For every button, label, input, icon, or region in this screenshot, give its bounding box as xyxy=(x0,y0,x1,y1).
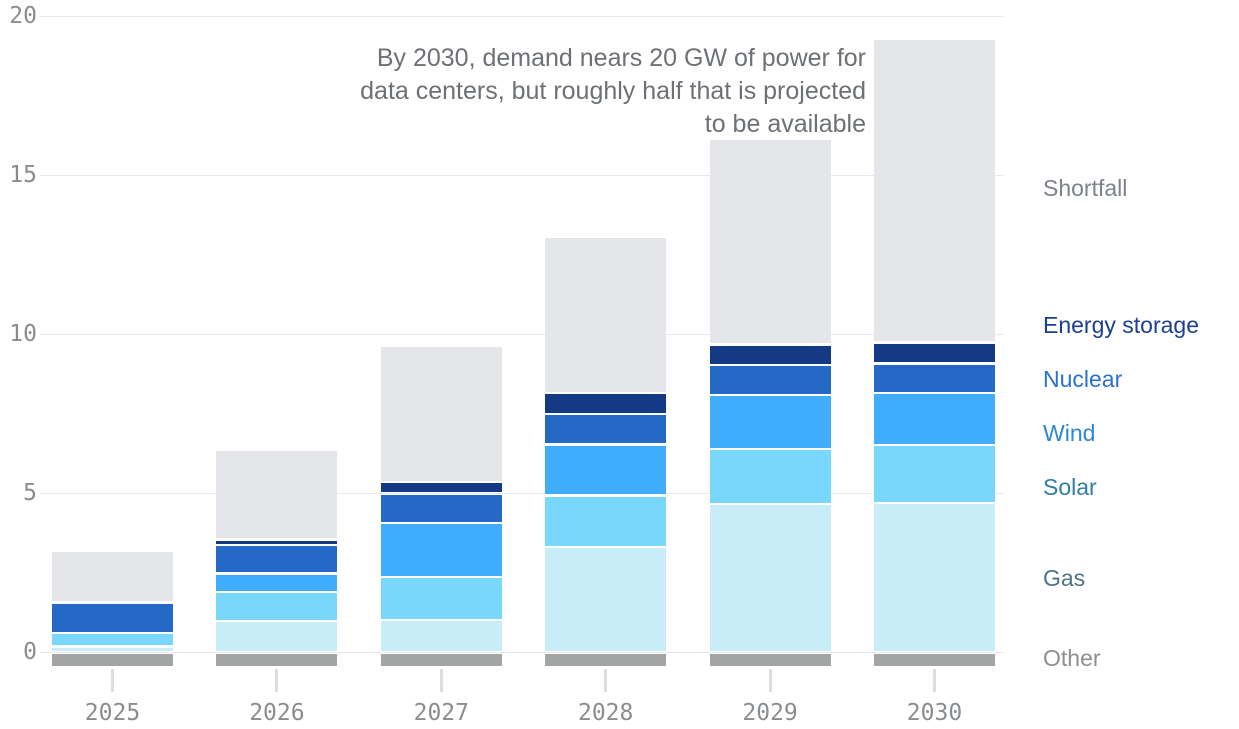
bar-segment-energy-storage-2026 xyxy=(216,540,338,544)
x-axis-label-2025: 2025 xyxy=(84,700,141,726)
y-tick-label: 0 xyxy=(23,639,37,665)
bar-segment-wind-2029 xyxy=(709,396,831,448)
bar-segment-gas-2030 xyxy=(874,504,995,651)
x-tick xyxy=(768,669,772,692)
bar-segment-other-2025 xyxy=(52,653,173,667)
bar-segment-other-2026 xyxy=(216,653,338,667)
chart-title-line: to be available xyxy=(704,110,866,138)
bar-segment-energy-storage-2027 xyxy=(380,483,502,493)
bar-segment-other-2030 xyxy=(874,653,995,667)
bar-segment-gas-2029 xyxy=(709,505,831,651)
bar-segment-gas-2026 xyxy=(216,622,338,651)
bar-segment-energy-storage-2028 xyxy=(545,394,667,413)
bar-segment-energy-storage-2030 xyxy=(874,343,995,363)
chart-title-line: By 2030, demand nears 20 GW of power for xyxy=(376,44,866,72)
legend-label-solar: Solar xyxy=(1043,474,1097,500)
legend-label-shortfall: Shortfall xyxy=(1043,175,1128,201)
bar-segment-solar-2025 xyxy=(52,634,173,646)
y-gridline xyxy=(40,651,1004,653)
x-axis-label-2028: 2028 xyxy=(577,700,634,726)
y-tick-label: 15 xyxy=(9,162,37,188)
bar-segment-nuclear-2030 xyxy=(874,364,995,392)
y-gridline xyxy=(40,174,1004,176)
y-gridline xyxy=(40,15,1004,17)
y-gridline xyxy=(40,492,1004,494)
bar-segment-nuclear-2029 xyxy=(709,366,831,394)
bar-segment-wind-2027 xyxy=(380,524,502,576)
bar-segment-shortfall-2026 xyxy=(216,450,338,539)
bar-segment-solar-2028 xyxy=(545,496,667,546)
legend-label-other: Other xyxy=(1043,645,1101,671)
x-axis-label-2026: 2026 xyxy=(249,700,305,726)
bar-segment-other-2028 xyxy=(545,653,667,667)
x-axis-label-2030: 2030 xyxy=(906,700,963,726)
bar-segment-solar-2030 xyxy=(874,446,995,502)
bar-segment-nuclear-2025 xyxy=(52,603,173,632)
x-axis-label-2029: 2029 xyxy=(742,700,798,726)
bar-segment-other-2027 xyxy=(380,653,502,667)
bar-segment-solar-2026 xyxy=(216,593,338,620)
bar-segment-gas-2028 xyxy=(545,548,667,651)
bar-segment-wind-2030 xyxy=(874,394,995,444)
x-tick xyxy=(933,669,936,692)
bar-segment-energy-storage-2029 xyxy=(709,345,831,364)
y-tick-label: 20 xyxy=(9,3,37,29)
bar-segment-other-2029 xyxy=(709,653,831,667)
legend-label-nuclear: Nuclear xyxy=(1043,366,1123,392)
chart-title: By 2030, demand nears 20 GW of power for… xyxy=(360,42,866,141)
y-tick-label: 5 xyxy=(23,480,37,506)
bar-segment-solar-2029 xyxy=(709,450,831,503)
bar-segment-wind-2028 xyxy=(545,445,667,495)
x-tick xyxy=(111,669,114,692)
bar-segment-gas-2027 xyxy=(380,621,502,651)
y-tick-label: 10 xyxy=(9,321,37,347)
bar-segment-shortfall-2030 xyxy=(874,39,995,341)
bar-segment-wind-2026 xyxy=(216,574,338,591)
y-gridline xyxy=(40,333,1004,335)
x-tick xyxy=(439,669,443,692)
bar-segment-nuclear-2027 xyxy=(380,494,502,522)
bar-segment-shortfall-2028 xyxy=(545,238,667,392)
bar-segment-shortfall-2029 xyxy=(709,139,831,344)
bar-segment-nuclear-2028 xyxy=(545,415,667,444)
bar-segment-shortfall-2025 xyxy=(52,552,173,602)
bar-segment-gas-2025 xyxy=(52,647,173,651)
chart-title-line: data centers, but roughly half that is p… xyxy=(360,77,866,105)
bar-segment-nuclear-2026 xyxy=(216,546,338,573)
legend-label-wind: Wind xyxy=(1043,420,1096,446)
x-tick xyxy=(275,669,279,692)
bar-segment-solar-2027 xyxy=(380,578,502,619)
legend-label-energy-storage: Energy storage xyxy=(1043,312,1199,338)
x-axis-label-2027: 2027 xyxy=(413,700,469,726)
legend-label-gas: Gas xyxy=(1043,565,1086,591)
bar-segment-shortfall-2027 xyxy=(380,346,502,481)
x-tick xyxy=(604,669,608,692)
